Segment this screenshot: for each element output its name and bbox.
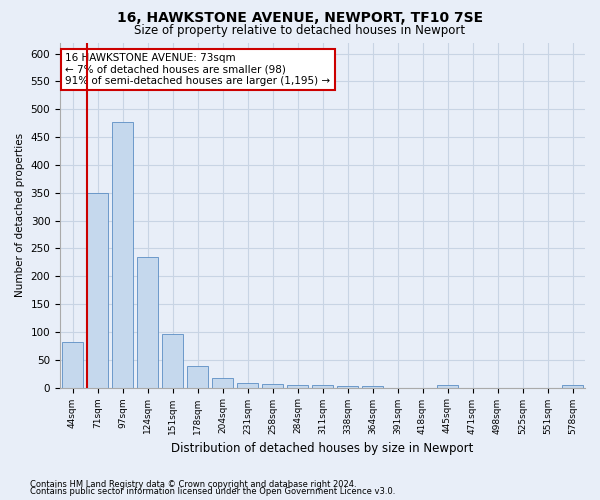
Text: 16, HAWKSTONE AVENUE, NEWPORT, TF10 7SE: 16, HAWKSTONE AVENUE, NEWPORT, TF10 7SE bbox=[117, 11, 483, 25]
Bar bbox=[212, 378, 233, 388]
Bar bbox=[187, 366, 208, 388]
Text: Size of property relative to detached houses in Newport: Size of property relative to detached ho… bbox=[134, 24, 466, 37]
Bar bbox=[62, 342, 83, 388]
Bar bbox=[337, 386, 358, 388]
Bar bbox=[437, 385, 458, 388]
Text: Contains HM Land Registry data © Crown copyright and database right 2024.: Contains HM Land Registry data © Crown c… bbox=[30, 480, 356, 489]
Bar bbox=[362, 386, 383, 388]
Bar bbox=[87, 193, 108, 388]
Bar bbox=[262, 384, 283, 388]
Text: 16 HAWKSTONE AVENUE: 73sqm
← 7% of detached houses are smaller (98)
91% of semi-: 16 HAWKSTONE AVENUE: 73sqm ← 7% of detac… bbox=[65, 53, 331, 86]
Bar bbox=[137, 257, 158, 388]
Bar bbox=[237, 383, 258, 388]
Bar bbox=[112, 122, 133, 388]
Bar bbox=[312, 385, 333, 388]
X-axis label: Distribution of detached houses by size in Newport: Distribution of detached houses by size … bbox=[172, 442, 474, 455]
Bar bbox=[162, 334, 183, 388]
Bar bbox=[562, 385, 583, 388]
Y-axis label: Number of detached properties: Number of detached properties bbox=[15, 133, 25, 297]
Text: Contains public sector information licensed under the Open Government Licence v3: Contains public sector information licen… bbox=[30, 488, 395, 496]
Bar bbox=[287, 385, 308, 388]
